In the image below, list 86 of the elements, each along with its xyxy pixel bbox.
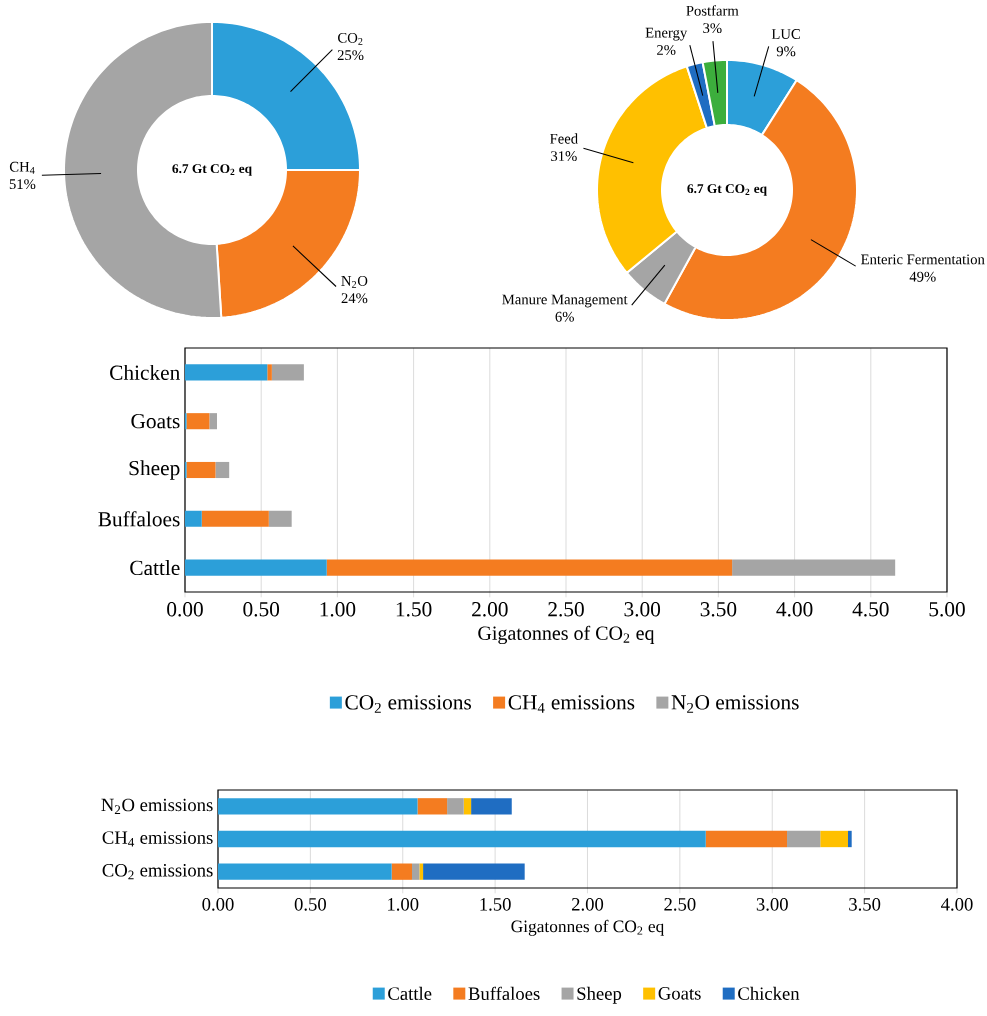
x-tick-label: 0.00 (167, 602, 203, 617)
y-tick-label: Sheep (129, 460, 180, 480)
x-tick-label: 1.00 (388, 898, 419, 911)
bar (419, 863, 424, 880)
x-tick-label: 0.00 (202, 898, 234, 911)
slice-label: Energy (645, 27, 688, 41)
x-tick-label: 2.50 (664, 898, 696, 911)
x-tick-label: 4.50 (852, 602, 889, 617)
bar (787, 830, 821, 848)
bar (423, 863, 525, 880)
bar (218, 830, 706, 848)
y-tick-label: Goats (131, 414, 180, 429)
bar (201, 510, 269, 527)
slice-label: CO$_{2}$ (338, 32, 363, 45)
x-tick-label: 3.50 (849, 898, 881, 911)
bar (471, 798, 512, 815)
bar (185, 510, 202, 527)
bar (215, 461, 230, 479)
x-tick-label: 1.50 (396, 602, 432, 617)
slice-label: Feed (550, 133, 578, 144)
x-tick-label: 3.00 (756, 898, 788, 911)
bar (185, 364, 268, 381)
slice-label: Postfarm (686, 5, 739, 16)
x-tick-label: 5.00 (929, 602, 965, 617)
legend-label: N$_{2}$O emissions (671, 695, 799, 713)
y-tick-label: Buffaloes (98, 511, 180, 527)
text: 6.7 Gt CO$_{2}$ eq (172, 164, 252, 176)
y-tick-label: CH$_{4}$ emissions (102, 831, 213, 847)
bar (186, 461, 216, 479)
legend-label: Chicken (738, 986, 800, 1000)
text: 6.7 Gt CO$_{2}$ eq (687, 184, 767, 196)
legend-label: CO$_{2}$ emissions (345, 695, 472, 713)
bar (218, 863, 392, 880)
bar (209, 413, 217, 430)
slice-label: N$_{2}$O (341, 275, 368, 288)
x-tick-label: 4.00 (776, 602, 813, 617)
y-tick-label: Cattle (130, 560, 180, 576)
slice-label: CH$_{4}$ (9, 161, 35, 174)
x-tick-label: 1.50 (480, 898, 511, 911)
x-tick-label: 0.50 (294, 898, 326, 911)
bar (218, 798, 418, 815)
x-tick-label: 3.50 (700, 602, 737, 617)
slice-label: Manure Management (502, 294, 628, 308)
bar (848, 830, 852, 848)
y-tick-label: Chicken (110, 364, 180, 380)
bar (326, 559, 733, 576)
y-tick-label: N$_{2}$O emissions (101, 798, 213, 814)
x-tick-label: 3.00 (624, 602, 661, 617)
bar (391, 863, 412, 880)
x-axis-title: Gigatonnes of CO$_{2}$ eq (478, 625, 655, 645)
legend-label: Cattle (388, 986, 432, 1000)
x-tick-label: 2.50 (548, 602, 584, 617)
x-axis-title: Gigatonnes of CO$_{2}$ eq (511, 919, 664, 936)
bar (271, 364, 304, 381)
bar (185, 559, 327, 576)
data-label: 49% (909, 271, 936, 282)
x-tick-label: 2.00 (571, 898, 604, 911)
y-tick-label: CO$_{2}$ emissions (102, 864, 213, 880)
legend-label: Goats (658, 987, 701, 1000)
bar (732, 559, 896, 576)
bar (186, 413, 210, 430)
x-tick-label: 2.00 (472, 602, 508, 617)
bar (820, 830, 848, 848)
data-label: 24% (341, 293, 368, 304)
legend-label: Sheep (577, 986, 622, 1004)
slice-label: LUC (771, 29, 800, 39)
data-label: 2% (657, 45, 676, 55)
data-label: 25% (337, 50, 364, 61)
x-tick-label: 1.00 (320, 602, 356, 617)
x-tick-label: 0.50 (243, 602, 280, 617)
data-label: 9% (776, 46, 796, 57)
slice-label: Enteric Fermentation (861, 254, 985, 265)
data-label: 6% (555, 311, 574, 322)
bar (417, 798, 448, 815)
data-label: 31% (551, 151, 577, 162)
data-label: 51% (9, 179, 36, 190)
legend-label: Buffaloes (468, 986, 540, 1001)
bar (267, 364, 272, 381)
bar (268, 510, 292, 527)
bar (463, 798, 472, 815)
x-tick-label: 4.00 (941, 898, 973, 911)
bar (447, 798, 464, 815)
legend-label: CH$_{4}$ emissions (508, 695, 635, 713)
bar (705, 830, 788, 848)
bar (411, 863, 420, 880)
data-label: 3% (703, 23, 722, 34)
